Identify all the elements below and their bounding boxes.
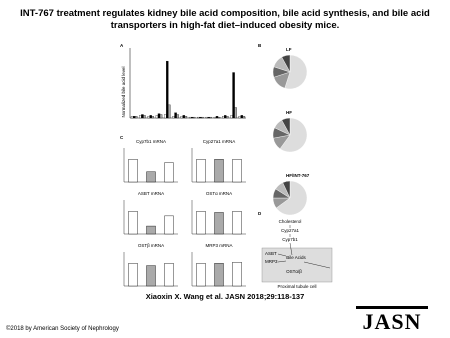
panel-label: C xyxy=(120,135,124,140)
bar xyxy=(207,116,210,119)
bar xyxy=(222,116,225,119)
bar xyxy=(146,265,156,287)
bar xyxy=(128,263,138,287)
bar xyxy=(146,225,156,235)
bar xyxy=(238,116,241,119)
bar xyxy=(214,159,224,183)
bar xyxy=(172,116,175,119)
bar xyxy=(184,116,188,119)
pie-title: LF xyxy=(286,47,292,52)
arrow xyxy=(277,253,287,257)
logo: JASN xyxy=(356,306,428,335)
bar xyxy=(182,115,186,119)
bar xyxy=(155,115,159,119)
pie-title: HF xyxy=(286,110,292,115)
diagram-text: Cholesterol xyxy=(279,219,302,224)
bar xyxy=(196,263,206,287)
arrow xyxy=(289,242,293,256)
arrow xyxy=(277,260,287,263)
copyright: ©2018 by American Society of Nephrology xyxy=(6,326,119,332)
bar xyxy=(196,159,206,183)
bar xyxy=(143,115,146,119)
chart-title: OSTβ mRNA xyxy=(138,243,164,248)
arrow xyxy=(303,261,331,269)
pie-title: HF/INT-767 xyxy=(286,173,310,178)
chart-title: ASBT mRNA xyxy=(138,191,164,196)
diagram-text: Cyp27a1 xyxy=(281,228,300,233)
bar xyxy=(213,116,217,119)
chart-title: Cyp7b1 mRNA xyxy=(136,139,166,144)
bar xyxy=(197,116,200,119)
bar xyxy=(209,116,212,119)
diagram-text: ASBT xyxy=(265,251,277,256)
bar xyxy=(128,159,138,183)
bar xyxy=(164,215,174,235)
bar xyxy=(166,60,169,119)
slide-title: INT-767 treatment regulates kidney bile … xyxy=(20,8,430,31)
bar xyxy=(193,116,196,119)
bar xyxy=(159,114,163,119)
panel-label: D xyxy=(258,211,262,216)
pie-slice xyxy=(281,54,291,73)
bar xyxy=(214,263,224,287)
bar xyxy=(215,116,219,119)
citation: Xiaoxin X. Wang et al. JASN 2018;29:118-… xyxy=(145,292,305,301)
bar xyxy=(226,116,229,119)
pie-slice xyxy=(284,54,308,90)
pie-slice xyxy=(281,117,291,136)
pie-slice xyxy=(275,180,308,216)
bar xyxy=(232,262,242,287)
bar xyxy=(230,115,233,119)
bar xyxy=(164,162,174,183)
bar xyxy=(168,104,171,119)
bar xyxy=(188,116,192,119)
bar xyxy=(139,115,142,119)
bar xyxy=(214,212,224,235)
bar xyxy=(217,116,221,119)
bar xyxy=(132,116,136,119)
bar xyxy=(242,116,246,119)
bar xyxy=(157,113,161,119)
bar xyxy=(176,114,179,119)
panel-label: B xyxy=(258,43,262,48)
bar xyxy=(147,116,150,119)
diagram-text: Proximal tubule cell xyxy=(277,284,316,289)
bar xyxy=(149,115,152,119)
diagram-text: Cyp7b1 xyxy=(282,237,298,242)
bar xyxy=(151,116,154,119)
axis-label: Normalized bile acid level xyxy=(121,66,126,117)
bar xyxy=(135,116,138,119)
diagram-text: Bile Acids xyxy=(286,255,306,260)
bar xyxy=(190,116,194,119)
bar xyxy=(234,107,237,119)
bar xyxy=(196,211,206,235)
bar xyxy=(146,171,156,183)
bar xyxy=(164,263,174,287)
chart-title: MRP3 mRNA xyxy=(205,243,232,248)
bar xyxy=(224,115,227,119)
bar xyxy=(199,116,202,119)
bar xyxy=(130,116,134,119)
pie-slice xyxy=(282,180,291,199)
panel-label: A xyxy=(120,43,124,48)
bar xyxy=(180,116,183,119)
pie-slice xyxy=(279,117,308,153)
bar xyxy=(232,72,235,119)
bar xyxy=(174,112,177,119)
chart-title: Cyp27a1 mRNA xyxy=(203,139,236,144)
chart-title: OSTα mRNA xyxy=(206,191,232,196)
bar xyxy=(128,211,138,235)
diagram-text: OSTα/β xyxy=(286,269,302,274)
bar xyxy=(232,159,242,183)
bar xyxy=(205,116,208,119)
diagram-text: MRP3 xyxy=(265,259,278,264)
bar xyxy=(141,114,144,119)
bar xyxy=(164,114,167,119)
cell xyxy=(261,247,333,283)
bar xyxy=(232,211,242,235)
bar xyxy=(201,116,204,119)
bar xyxy=(240,115,244,119)
